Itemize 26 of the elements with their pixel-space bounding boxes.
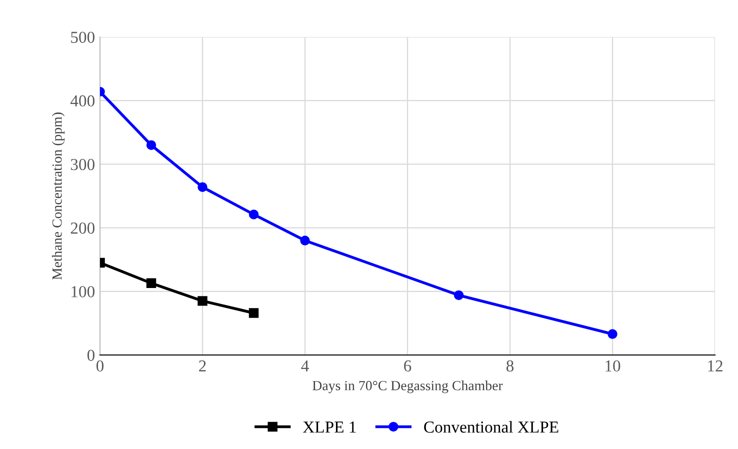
- point: [248, 308, 259, 318]
- x-tick-label: 10: [606, 360, 620, 372]
- x-axis-title: Days in 70°C Degassing Chamber: [312, 380, 503, 394]
- y-tick-label: 400: [70, 95, 95, 107]
- legend-label: Conventional XLPE: [424, 420, 558, 433]
- x-tick-label: 6: [404, 360, 412, 372]
- y-tick-label: 500: [71, 32, 95, 43]
- x-tick-label: 12: [708, 360, 722, 372]
- y-axis-title: Methane Concentration (ppm): [52, 112, 65, 280]
- legend-label: XLPE 1: [302, 422, 356, 433]
- y-tick-label: 200: [70, 222, 95, 234]
- x-tick-label: 8: [506, 360, 514, 372]
- y-tick-label: 0: [87, 350, 95, 361]
- point: [454, 290, 464, 300]
- point: [300, 236, 310, 246]
- y-tick-label: 100: [72, 286, 95, 298]
- point: [198, 296, 208, 306]
- point: [198, 182, 208, 192]
- x-tick-label: 4: [301, 360, 309, 372]
- point: [146, 140, 156, 150]
- x-tick-label: 0: [96, 360, 104, 372]
- point: [248, 210, 259, 220]
- point: [608, 329, 618, 339]
- point: [146, 278, 156, 288]
- x-tick-label: 2: [199, 360, 206, 372]
- y-tick-label: 300: [70, 158, 95, 170]
